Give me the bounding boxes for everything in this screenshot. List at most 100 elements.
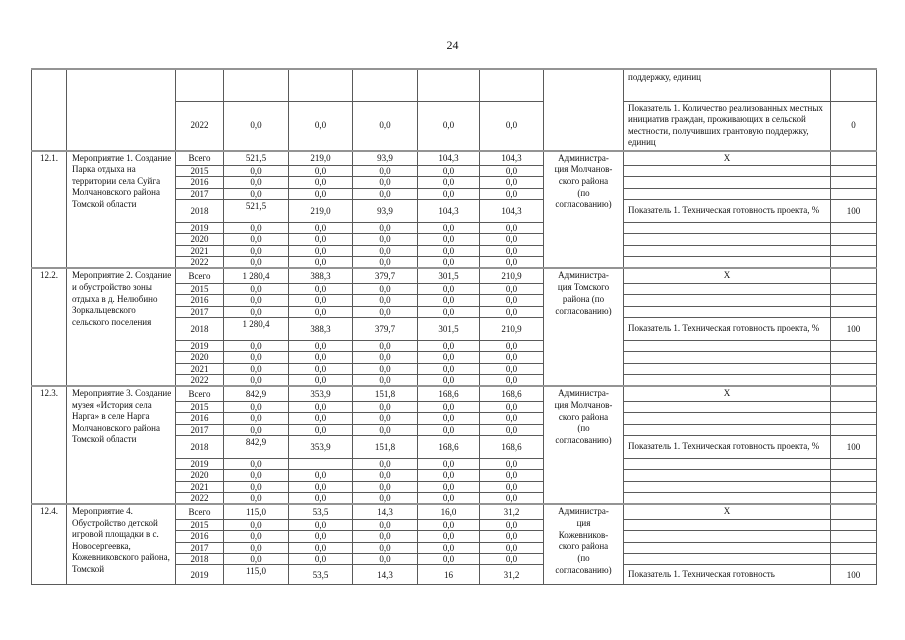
- year-cell: 2017: [175, 187, 224, 201]
- value-cell: 0,0: [479, 412, 544, 425]
- value-cell: 0,0: [288, 469, 353, 482]
- indicator-value-cell: 0: [830, 100, 877, 152]
- year-cell: Всего: [175, 267, 224, 285]
- indicator-value-cell: [830, 385, 877, 402]
- value-cell: 0,0: [479, 233, 544, 246]
- value-cell: 0,0: [417, 305, 480, 319]
- year-cell: 2017: [175, 305, 224, 319]
- table-row: 2015 0,0 0,0 0,0 0,0 0,0: [32, 518, 877, 532]
- value-cell: [417, 68, 480, 102]
- year-cell: 2016: [175, 294, 224, 307]
- value-cell: 0,0: [223, 244, 289, 258]
- indicator-cell: [623, 552, 831, 566]
- value-cell: 0,0: [288, 233, 353, 246]
- indicator-cell: Показатель 1. Техническая готовность про…: [623, 434, 831, 459]
- value-cell: 0,0: [417, 491, 480, 505]
- value-cell: 0,0: [417, 256, 480, 269]
- year-cell: 2016: [175, 412, 224, 425]
- year-cell: Всего: [175, 385, 224, 402]
- value-cell: [288, 68, 353, 102]
- value-cell: 14,3: [352, 503, 418, 520]
- indicator-cell: [623, 233, 831, 246]
- table-row: 2016 0,0 0,0 0,0 0,0 0,0: [32, 530, 877, 543]
- year-cell: 2019: [175, 340, 224, 353]
- value-cell: 0,0: [417, 233, 480, 246]
- indicator-value-cell: [830, 457, 877, 471]
- table-row: 2018 0,0 0,0 0,0 0,0 0,0: [32, 552, 877, 566]
- value-cell: 0,0: [352, 100, 418, 152]
- value-cell: [352, 68, 418, 102]
- year-cell: 2019: [175, 457, 224, 471]
- indicator-cell: Показатель 1. Техническая готовность: [623, 564, 831, 586]
- value-cell: 0,0: [479, 282, 544, 296]
- table-row: 12.3. Мероприятие 3. Создание музея «Исто…: [31, 385, 877, 505]
- value-cell: 0,0: [417, 100, 480, 152]
- value-cell: 0,0: [223, 100, 289, 152]
- value-cell: 0,0: [479, 457, 544, 471]
- indicator-value-cell: [830, 233, 877, 246]
- value-cell: 0,0: [479, 541, 544, 554]
- indicator-cell: [623, 176, 831, 189]
- administration-cell: Администра- ция Томского района (по согл…: [543, 267, 624, 387]
- value-cell: 0,0: [479, 530, 544, 543]
- indicator-value-cell: 100: [830, 434, 877, 459]
- value-cell: 0,0: [223, 222, 289, 235]
- value-cell: 0,0: [479, 294, 544, 307]
- indicator-value-cell: [830, 362, 877, 376]
- value-cell: 31,2: [479, 564, 544, 586]
- value-cell: 93,9: [352, 199, 418, 224]
- year-cell: 2017: [175, 541, 224, 554]
- value-cell: 0,0: [417, 244, 480, 258]
- administration-cell: Администра- ция Молчанов- ского района (…: [543, 149, 624, 269]
- value-cell: 0,0: [288, 244, 353, 258]
- value-cell: 0,0: [417, 552, 480, 566]
- value-cell: 0,0: [288, 423, 353, 436]
- indicator-cell: [623, 412, 831, 425]
- value-cell: 0,0: [417, 518, 480, 532]
- value-cell: 0,0: [352, 400, 418, 414]
- value-cell: 0,0: [417, 222, 480, 235]
- year-cell: Всего: [175, 503, 224, 520]
- indicator-value-cell: [830, 294, 877, 307]
- value-cell: 353,9: [288, 385, 353, 402]
- table-row: поддержку, единиц: [31, 68, 877, 152]
- indicator-value-cell: [830, 282, 877, 296]
- value-cell: 0,0: [479, 400, 544, 414]
- value-cell: 0,0: [288, 176, 353, 189]
- year-cell: 2022: [175, 256, 224, 269]
- indicator-value-cell: [830, 491, 877, 505]
- value-cell: 353,9: [288, 434, 353, 459]
- year-cell: 2018: [175, 434, 224, 459]
- value-cell: 0,0: [479, 351, 544, 364]
- indicator-cell: [623, 294, 831, 307]
- value-cell: 0,0: [288, 491, 353, 505]
- value-cell: 0,0: [352, 469, 418, 482]
- year-cell: 2020: [175, 469, 224, 482]
- value-cell: 521,5: [223, 149, 289, 167]
- value-cell: 0,0: [288, 256, 353, 269]
- value-cell: 219,0: [288, 199, 353, 224]
- value-cell: 0,0: [352, 222, 418, 235]
- indicator-value-cell: 100: [830, 317, 877, 342]
- value-cell: 379,7: [352, 317, 418, 342]
- table-row: 2020 0,0 0,0 0,0 0,0 0,0: [32, 233, 877, 246]
- value-cell: 0,0: [352, 491, 418, 505]
- row-number-cell: 12.4.: [31, 503, 67, 586]
- table-row: 2021 0,0 0,0 0,0 0,0 0,0: [32, 244, 877, 258]
- table-row: 2020 0,0 0,0 0,0 0,0 0,0: [32, 469, 877, 482]
- value-cell: 0,0: [479, 176, 544, 189]
- value-cell: 104,3: [479, 149, 544, 167]
- year-cell: 2015: [175, 282, 224, 296]
- table-row: 2020 0,0 0,0 0,0 0,0 0,0: [32, 351, 877, 364]
- value-cell: 0,0: [223, 256, 289, 269]
- value-cell: 0,0: [417, 469, 480, 482]
- indicator-value-cell: [830, 68, 877, 102]
- value-cell: 0,0: [223, 305, 289, 319]
- indicator-cell: [623, 457, 831, 471]
- indicator-cell: [623, 530, 831, 543]
- value-cell: 0,0: [288, 187, 353, 201]
- value-cell: 53,5: [288, 503, 353, 520]
- value-cell: 0,0: [288, 294, 353, 307]
- year-cell: 2021: [175, 480, 224, 493]
- value-cell: 168,6: [417, 385, 480, 402]
